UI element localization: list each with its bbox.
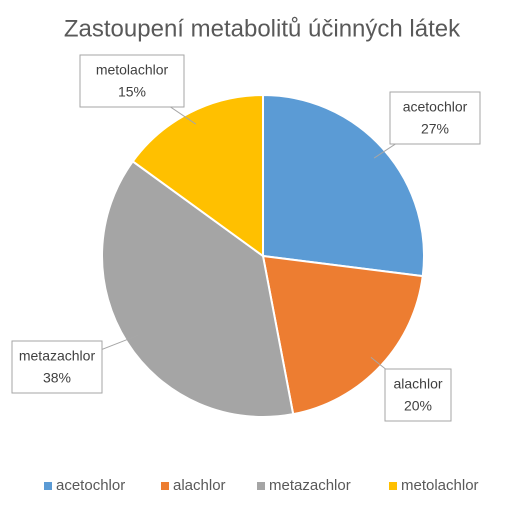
pie-slice — [261, 254, 424, 416]
legend-swatch — [161, 482, 169, 490]
callout-box — [384, 368, 452, 422]
legend-swatch — [44, 482, 52, 490]
pie-slice — [262, 93, 425, 278]
pie-slice — [101, 159, 295, 418]
data-label-value: 27% — [421, 121, 449, 137]
data-label-name: metazachlor — [19, 348, 96, 364]
legend-label: metazachlor — [269, 477, 351, 494]
callout-box — [79, 54, 185, 108]
legend-swatch — [389, 482, 397, 490]
data-label-name: acetochlor — [403, 99, 468, 115]
legend-label: acetochlor — [56, 477, 125, 494]
data-label-name: alachlor — [393, 376, 442, 392]
callout-box — [11, 340, 103, 394]
legend-label: alachlor — [173, 477, 226, 494]
data-label-value: 38% — [43, 370, 71, 386]
data-label-value: 20% — [404, 398, 432, 414]
legend-swatch — [257, 482, 265, 490]
pie-slice — [131, 93, 264, 258]
chart-title: Zastoupení metabolitů účinných látek — [64, 15, 461, 42]
callout-box — [389, 91, 481, 145]
data-label-name: metolachlor — [96, 62, 169, 78]
data-label-value: 15% — [118, 84, 146, 100]
legend-label: metolachlor — [401, 477, 479, 494]
